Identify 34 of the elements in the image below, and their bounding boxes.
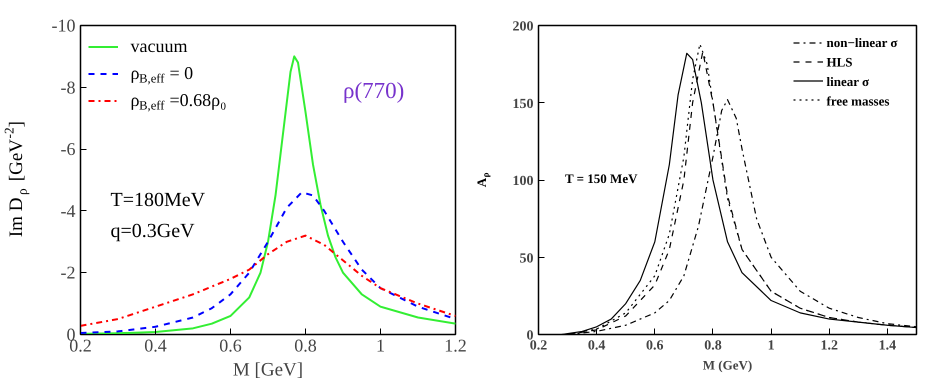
x-tick-label: 1 — [376, 336, 385, 356]
y-axis-title: Im Dρ [GeV-2] — [1, 121, 30, 238]
x-tick-label: 1.4 — [878, 338, 896, 354]
legend-label: linear σ — [826, 74, 870, 89]
annotation: T=180MeV — [110, 188, 206, 211]
x-tick-label: 0.6 — [646, 338, 664, 354]
x-tick-label: 1.2 — [820, 338, 838, 354]
y-tick-label: 150 — [512, 96, 534, 112]
y-axis-title: Aρ — [474, 172, 491, 188]
annotation: q=0.3GeV — [110, 220, 196, 242]
legend-label: free masses — [826, 93, 890, 108]
x-tick-label: 1 — [768, 338, 775, 354]
y-tick-label: -4 — [60, 200, 76, 221]
y-tick-label: -2 — [60, 262, 76, 283]
annotation: ρ(770) — [343, 78, 404, 103]
annotation: T = 150 MeV — [564, 171, 638, 186]
x-tick-label: 1.2 — [444, 336, 467, 356]
y-tick-label: -6 — [60, 139, 76, 160]
y-tick-label: 50 — [520, 251, 534, 266]
y-tick-label: 100 — [512, 174, 534, 189]
y-tick-label: -8 — [60, 77, 76, 98]
x-tick-label: 0.2 — [530, 338, 548, 354]
y-tick-label: -10 — [52, 16, 76, 36]
x-tick-label: 0.4 — [144, 336, 167, 356]
x-tick-label: 0.4 — [588, 338, 606, 354]
legend-label: vacuum — [130, 36, 188, 56]
y-tick-label: 200 — [512, 20, 534, 34]
x-tick-label: 0.8 — [704, 338, 722, 354]
legend-label: HLS — [826, 54, 853, 70]
x-tick-label: 0.8 — [294, 336, 317, 356]
x-axis-title: M [GeV] — [232, 360, 304, 380]
legend-label: non−linear σ — [826, 34, 898, 50]
x-tick-label: 0.6 — [219, 336, 242, 356]
x-axis-title: M (GeV) — [702, 358, 752, 372]
